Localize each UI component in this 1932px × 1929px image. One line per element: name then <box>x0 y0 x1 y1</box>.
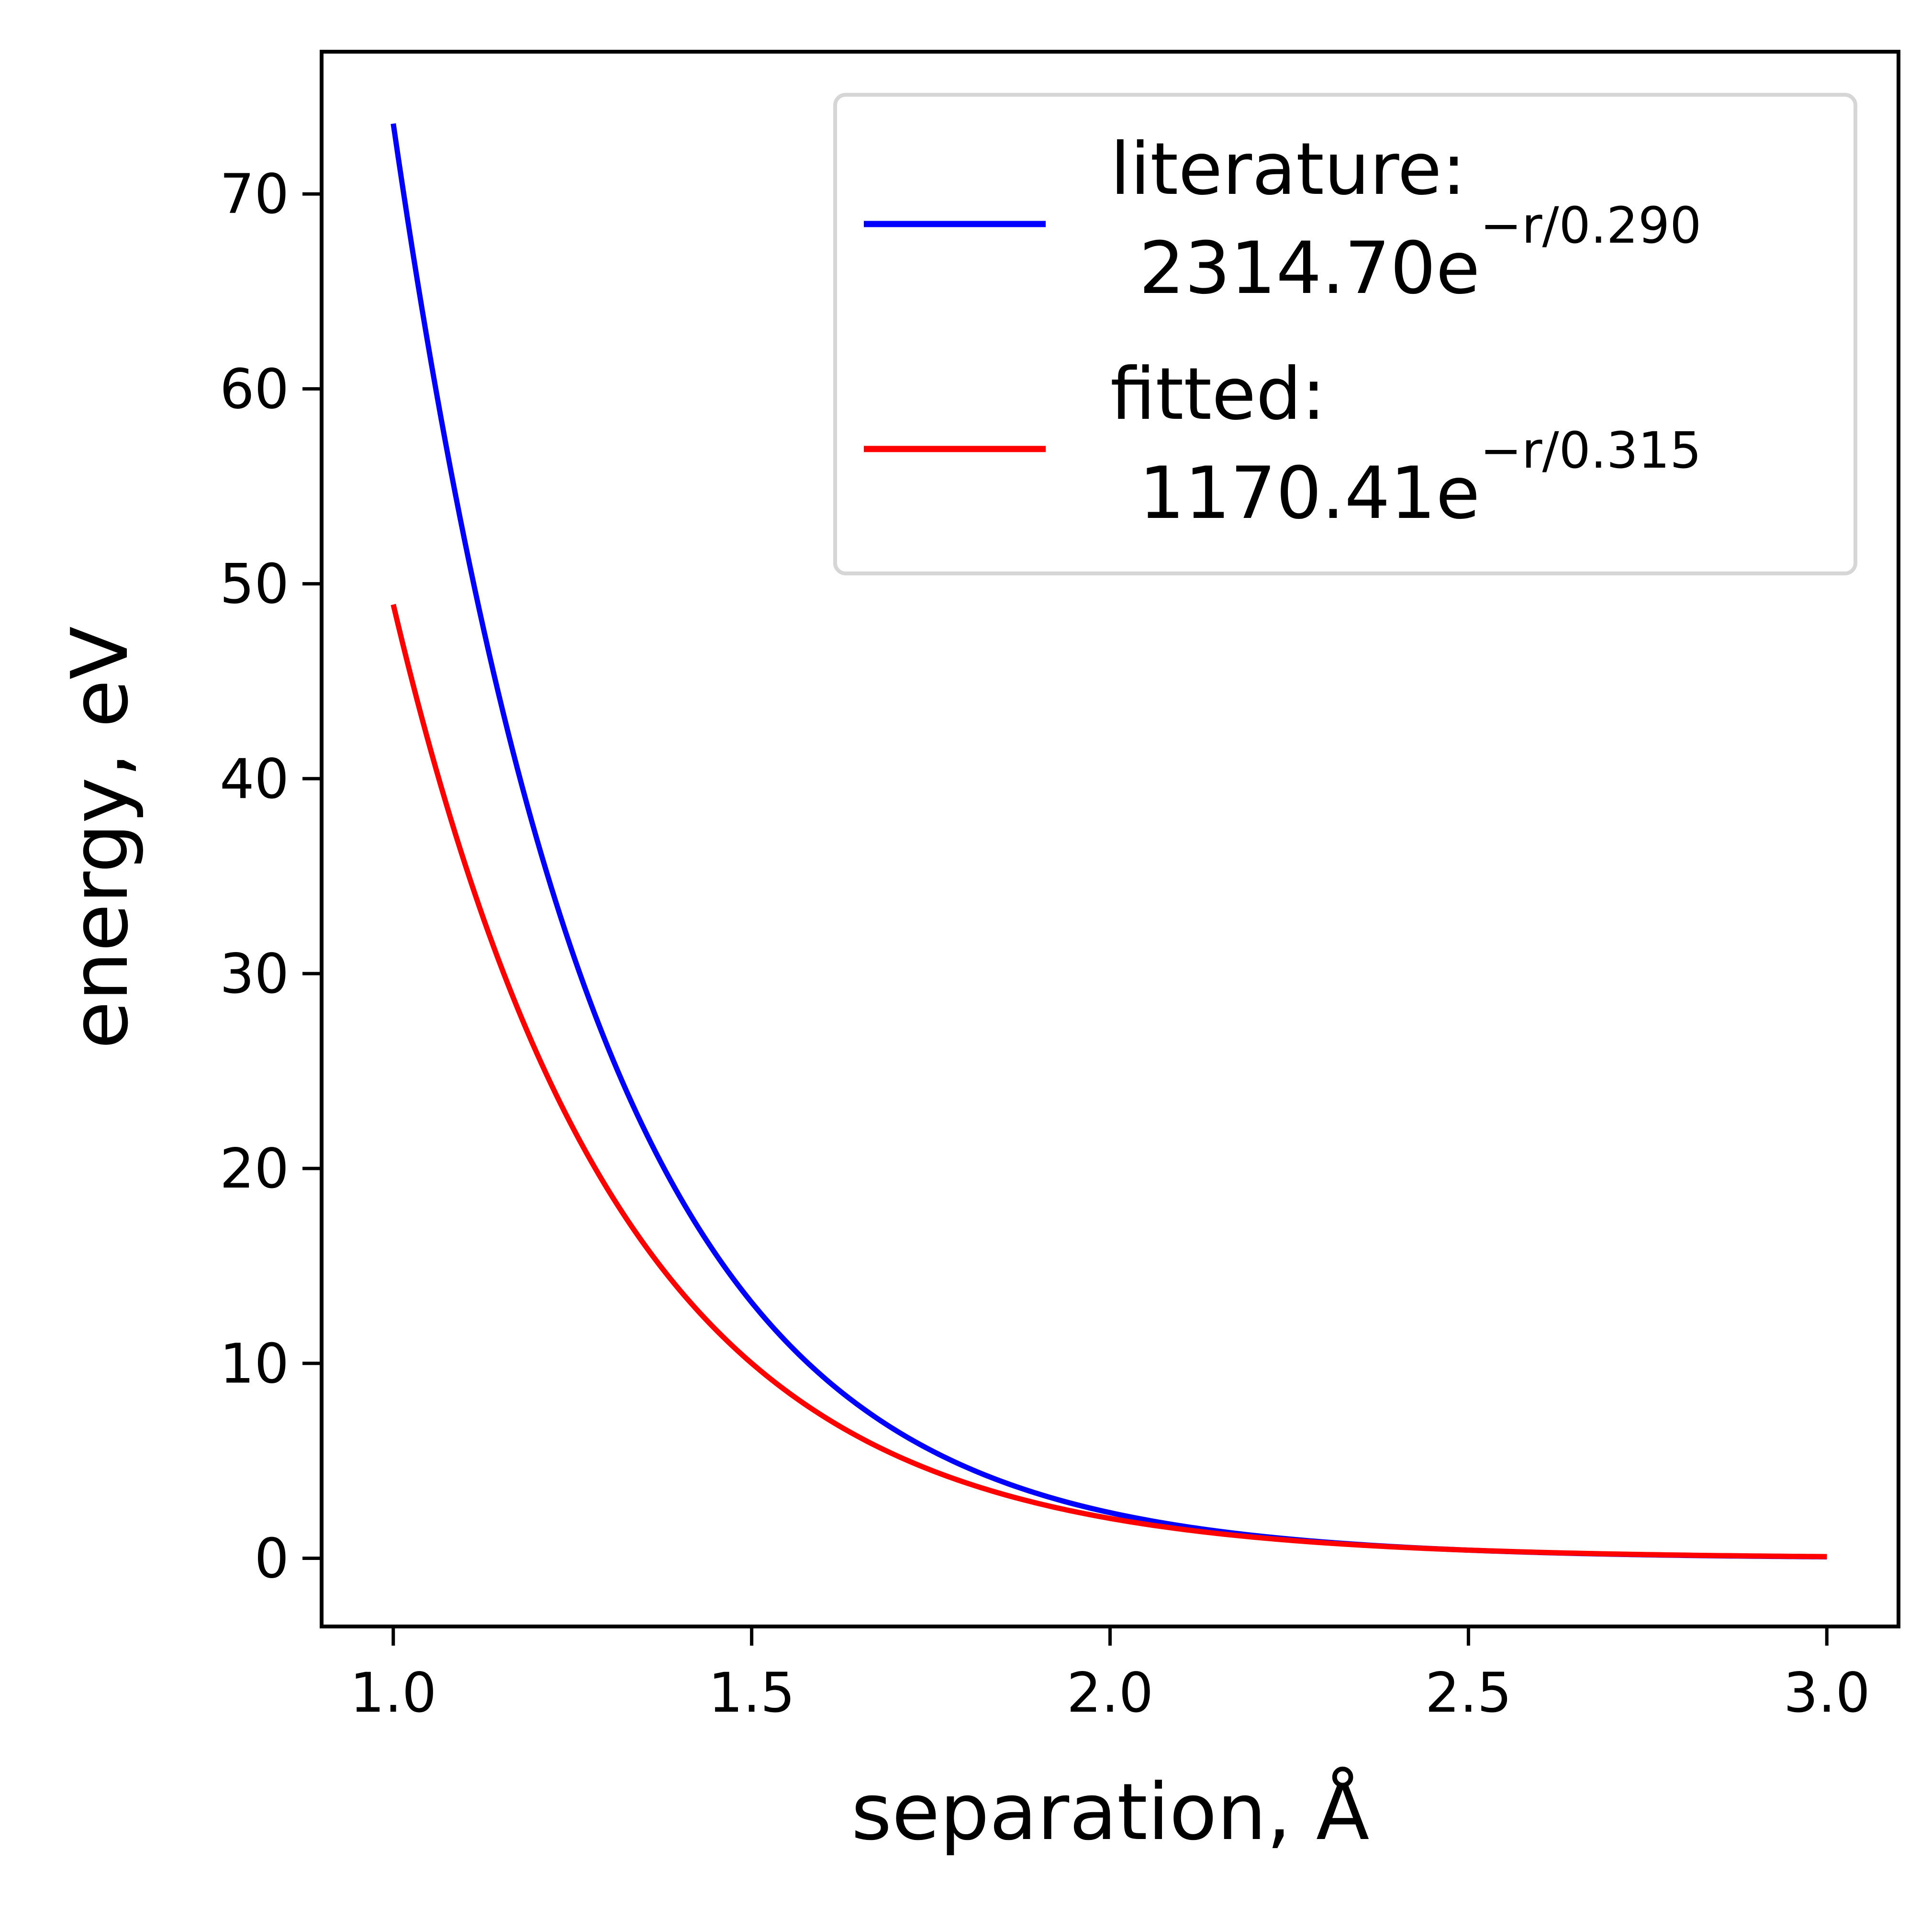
legend-fitted-coefficient: 1170.41e <box>1139 452 1480 535</box>
y-tick-label: 10 <box>220 1332 289 1395</box>
y-tick-label: 0 <box>254 1526 289 1590</box>
y-tick-label: 50 <box>220 552 289 616</box>
x-tick-label: 2.5 <box>1425 1661 1512 1725</box>
y-tick-label: 60 <box>220 357 289 421</box>
y-tick-label: 40 <box>220 747 289 811</box>
legend-literature-exponent: −r/0.290 <box>1480 196 1702 255</box>
legend-label-literature-formula: 2314.70e−r/0.290 <box>1139 196 1701 310</box>
x-axis-ticks: 1.0 1.5 2.0 2.5 3.0 <box>350 1626 1870 1725</box>
x-tick-label: 1.0 <box>350 1661 436 1725</box>
legend: literature: 2314.70e−r/0.290 fitted: 117… <box>833 93 1857 575</box>
x-axis-title: separation, Å <box>851 1767 1370 1858</box>
x-tick-label: 3.0 <box>1784 1661 1870 1725</box>
y-tick-label: 30 <box>220 942 289 1006</box>
legend-label-literature-name: literature: <box>1110 128 1466 211</box>
x-tick-label: 2.0 <box>1067 1661 1153 1725</box>
series-line-fitted <box>391 604 1827 1559</box>
y-axis-ticks: 0 10 20 30 40 50 60 70 <box>220 162 322 1590</box>
legend-label-fitted-name: fitted: <box>1110 353 1326 436</box>
legend-box <box>833 93 1857 575</box>
series-lines <box>391 123 1827 1559</box>
y-tick-label: 20 <box>220 1137 289 1200</box>
legend-fitted-exponent: −r/0.315 <box>1480 421 1702 480</box>
y-tick-label: 70 <box>220 162 289 226</box>
x-tick-label: 1.5 <box>708 1661 795 1725</box>
legend-literature-coefficient: 2314.70e <box>1139 227 1480 310</box>
y-axis-title: energy, eV <box>55 626 145 1049</box>
legend-label-fitted-formula: 1170.41e−r/0.315 <box>1139 421 1701 535</box>
